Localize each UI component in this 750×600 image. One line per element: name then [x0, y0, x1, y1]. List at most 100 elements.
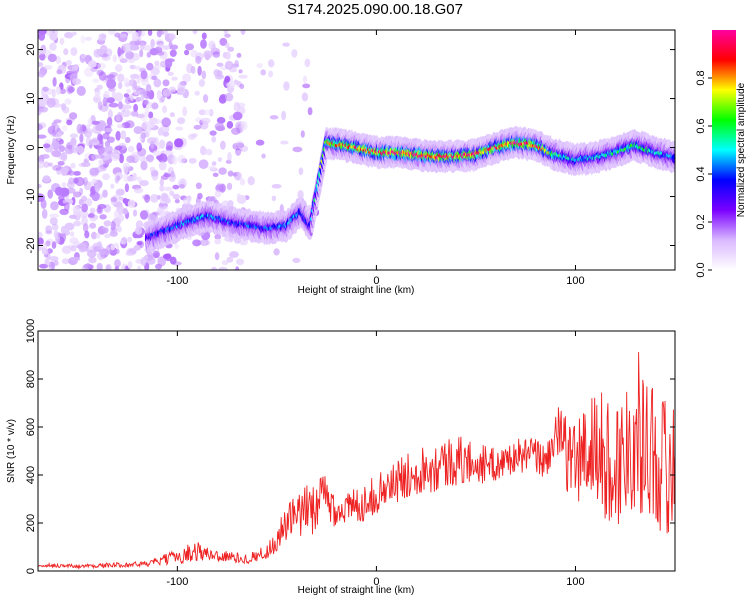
colorbar-tick-label: 0.4: [695, 166, 707, 181]
spectrogram-cell: [155, 263, 162, 270]
spectrogram-cell: [47, 53, 57, 63]
colorbar-tick-label: 0.2: [695, 214, 707, 229]
spectrogram-cell: [300, 130, 305, 138]
spectrogram-cell: [99, 214, 107, 220]
spectrogram-cell: [78, 242, 89, 251]
spectrogram-cell: [156, 30, 162, 38]
spectrogram-cell: [118, 81, 123, 90]
spectrogram-cell: [89, 207, 96, 214]
spectrogram-cell: [127, 261, 133, 270]
spectrogram-cell: [147, 137, 157, 145]
spectrogram-cell: [39, 53, 46, 61]
spectrogram-cell: [53, 119, 62, 124]
spectrogram-cell: [73, 191, 82, 198]
spectrogram-cell: [170, 170, 175, 178]
spectrogram-cell: [45, 240, 51, 247]
spectrogram-cell: [135, 226, 143, 235]
spectrogram-cell: [224, 33, 231, 38]
spectrogram-cell: [163, 30, 168, 37]
snr-y-tick-label: 600: [25, 418, 37, 436]
spectrogram-cell: [162, 253, 171, 260]
spectrogram-cell: [70, 47, 78, 56]
spectrogram-cell: [227, 152, 232, 162]
spectrogram-cell: [123, 172, 129, 183]
spectrogram-cell: [169, 190, 175, 196]
spectrogram-cell: [291, 49, 298, 58]
spectrogram-cell: [125, 50, 134, 60]
spectrogram-cell: [195, 182, 202, 190]
spectrogram-cell: [41, 248, 49, 255]
spectrogram-cell: [239, 239, 249, 246]
spectrogram-cell: [232, 111, 243, 121]
spectrogram-cell: [269, 115, 279, 120]
spectrogram-cell: [140, 88, 147, 99]
spectrogram-cell: [226, 182, 233, 191]
spectrogram-cell: [103, 220, 112, 227]
spectrogram-cell: [118, 101, 123, 110]
spectrogram-cell: [177, 154, 186, 164]
spectrogram-cell: [52, 223, 59, 231]
spectrogram-cell: [162, 79, 170, 87]
spectrogram-cell: [38, 99, 47, 107]
spectrogram-cell: [120, 109, 131, 118]
spectrogram-cell: [123, 77, 130, 88]
spectrogram-cell: [88, 60, 97, 68]
spectrogram-cell: [148, 111, 154, 119]
spectrogram-cell: [83, 263, 91, 269]
spectrogram-cell: [59, 37, 65, 45]
spectrogram-cell: [38, 62, 44, 67]
spectrogram-y-ticks: -20 -10 0 10 20: [25, 43, 675, 253]
spectrogram-cell: [256, 63, 264, 69]
spectrogram-cell: [99, 134, 104, 145]
spectrogram-ridge-cell: [671, 154, 675, 160]
spectrogram-cell: [110, 153, 120, 162]
spectrogram-cell: [225, 42, 230, 49]
spectrogram-cell: [104, 233, 111, 239]
spectrogram-cell: [119, 58, 128, 64]
spectrogram-cell: [216, 117, 226, 124]
spectrogram-cell: [238, 69, 243, 74]
spectrogram-cell: [115, 130, 121, 141]
spectrogram-cell: [211, 161, 217, 166]
spectrogram-cell: [116, 124, 125, 129]
spectrogram-cell: [188, 157, 197, 164]
spectrogram-cell: [171, 76, 178, 81]
spectrogram-cell: [63, 201, 70, 212]
spectrogram-cell: [126, 155, 136, 163]
spectrogram-cell: [137, 265, 142, 270]
spectrogram-cell: [134, 65, 141, 70]
spectrogram-y-tick-label: -20: [25, 238, 37, 254]
spectrogram-cell: [174, 243, 180, 249]
spectrogram-cell: [122, 104, 132, 110]
spectrogram-cell: [81, 161, 91, 167]
spectrogram-cell: [131, 31, 139, 42]
spectrogram-cell: [66, 119, 73, 126]
snr-y-tick-label: 0: [25, 568, 37, 574]
spectrogram-cell: [261, 153, 266, 159]
spectrogram-cell: [85, 36, 92, 41]
spectrogram-cell: [116, 175, 121, 181]
spectrogram-cell: [225, 51, 231, 60]
spectrogram-cell: [302, 83, 311, 89]
spectrogram-cell: [236, 194, 247, 204]
snr-y-axis-label: SNR (10 * v/v): [6, 419, 17, 483]
colorbar: 0.0 0.2 0.4 0.6 0.8 Normalized spectral ampl…: [695, 30, 747, 278]
colorbar-label: Normalized spectral amplitude: [736, 82, 747, 217]
spectrogram-cell: [61, 245, 72, 254]
snr-y-tick-label: 400: [25, 466, 37, 484]
spectrogram-cell: [218, 266, 228, 270]
spectrogram-cell: [235, 149, 242, 156]
spectrogram-y-tick-label: 20: [25, 43, 37, 55]
spectrogram-cell: [146, 51, 152, 58]
spectrogram-cell: [224, 60, 234, 70]
spectrogram-cell: [214, 190, 222, 198]
spectrogram-cell: [88, 212, 95, 218]
spectrogram-cell: [212, 172, 219, 177]
spectrogram-cell: [119, 33, 128, 38]
spectrogram-x-axis-label: Height of straight line (km): [298, 285, 415, 296]
spectrogram-cell: [147, 251, 154, 258]
spectrogram-cell: [152, 250, 160, 259]
spectrogram-cell: [169, 49, 177, 57]
spectrogram-cell: [46, 97, 56, 108]
spectrogram-cell: [61, 182, 67, 188]
